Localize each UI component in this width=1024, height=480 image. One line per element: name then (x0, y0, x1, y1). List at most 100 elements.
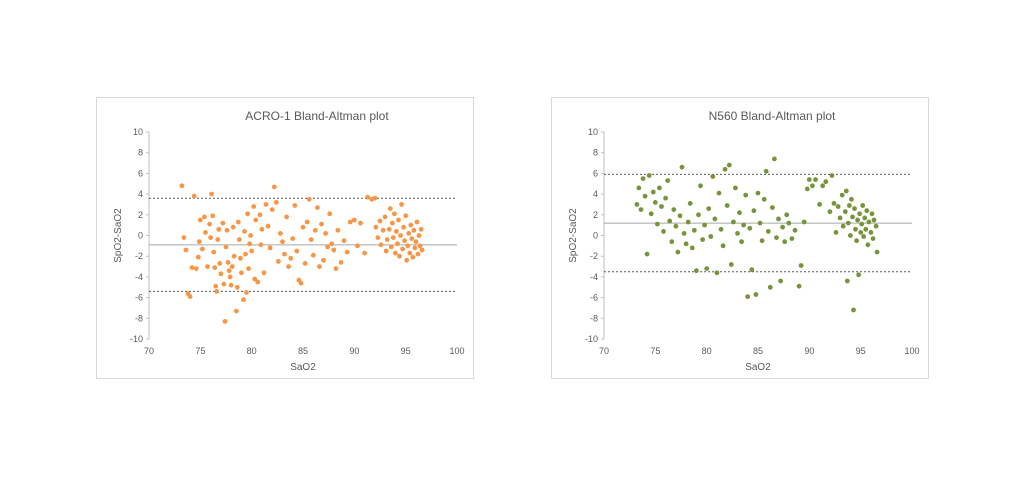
y-tick-label: -10 (130, 334, 143, 344)
data-point-n560 (700, 237, 705, 243)
data-point-acro1 (265, 223, 271, 229)
data-point-n560 (757, 220, 763, 226)
data-point-acro1 (416, 233, 422, 238)
data-point-acro1 (327, 211, 333, 217)
data-point-acro1 (209, 191, 214, 197)
data-point-acro1 (255, 279, 261, 285)
data-point-n560 (644, 251, 650, 257)
data-point-n560 (852, 206, 857, 211)
data-point-acro1 (365, 194, 371, 200)
data-point-n560 (801, 219, 807, 225)
x-tick-label: 70 (599, 346, 609, 356)
data-point-acro1 (317, 264, 322, 269)
y-tick-label: 2 (593, 210, 598, 220)
data-point-acro1 (302, 261, 308, 266)
data-point-acro1 (390, 235, 396, 241)
data-point-acro1 (323, 231, 328, 236)
data-point-n560 (737, 210, 742, 216)
data-point-n560 (657, 185, 662, 191)
data-point-acro1 (396, 217, 401, 223)
x-tick-label: 85 (298, 346, 308, 356)
data-point-n560 (868, 230, 874, 235)
data-point-acro1 (231, 253, 237, 259)
data-point-n560 (874, 249, 880, 255)
data-point-acro1 (383, 248, 389, 254)
data-point-n560 (857, 211, 862, 217)
data-point-n560 (813, 177, 818, 182)
data-point-n560 (739, 239, 744, 245)
data-point-n560 (789, 236, 795, 242)
data-point-acro1 (418, 226, 424, 232)
data-point-acro1 (228, 282, 234, 288)
data-point-acro1 (245, 211, 251, 217)
x-tick-label: 85 (753, 346, 763, 356)
data-point-n560 (831, 201, 837, 206)
data-point-acro1 (196, 239, 202, 245)
data-point-acro1 (217, 261, 223, 266)
y-tick-label: 8 (593, 148, 598, 158)
data-point-acro1 (333, 266, 339, 271)
data-point-n560 (842, 209, 848, 215)
data-point-n560 (835, 204, 841, 209)
data-point-n560 (856, 272, 861, 278)
data-point-n560 (708, 234, 714, 239)
data-point-n560 (687, 201, 693, 206)
data-point-acro1 (243, 251, 248, 257)
data-point-acro1 (235, 219, 241, 225)
data-point-acro1 (321, 257, 326, 263)
x-tick-label: 90 (349, 346, 359, 356)
data-point-acro1 (292, 203, 298, 208)
data-point-acro1 (203, 230, 208, 235)
data-point-n560 (860, 203, 866, 208)
data-point-n560 (726, 162, 732, 168)
data-point-acro1 (271, 184, 277, 190)
data-point-acro1 (269, 207, 275, 212)
data-point-acro1 (294, 248, 300, 254)
y-tick-label: -8 (590, 313, 598, 323)
data-point-n560 (873, 223, 879, 229)
y-tick-label: -2 (135, 251, 143, 261)
data-point-acro1 (253, 217, 259, 223)
data-point-n560 (638, 207, 644, 212)
data-point-acro1 (251, 204, 257, 209)
data-point-acro1 (308, 237, 314, 243)
data-point-n560 (718, 226, 724, 232)
data-point-acro1 (208, 235, 213, 241)
data-point-n560 (833, 230, 839, 235)
x-axis-label: SaO2 (745, 362, 771, 373)
data-point-acro1 (355, 243, 360, 249)
data-point-acro1 (267, 245, 273, 251)
x-tick-label: 95 (856, 346, 866, 356)
data-point-n560 (710, 174, 716, 179)
data-point-n560 (865, 242, 871, 248)
data-point-acro1 (347, 219, 353, 225)
data-point-n560 (679, 164, 685, 170)
data-point-acro1 (215, 237, 221, 243)
chart-svg-acro1: ACRO-1 Bland-Altman plot -10 -8 -6 -4 -2 0 2 4 6 8… (113, 109, 465, 373)
y-tick-label: -6 (135, 293, 143, 303)
data-point-acro1 (412, 245, 418, 251)
data-point-acro1 (394, 229, 399, 234)
data-point-n560 (741, 222, 746, 228)
data-point-n560 (743, 192, 749, 198)
data-point-acro1 (397, 253, 402, 259)
data-point-n560 (755, 190, 761, 196)
y-tick-label: -10 (585, 334, 598, 344)
data-point-acro1 (306, 196, 312, 202)
data-point-n560 (665, 178, 671, 183)
data-point-acro1 (315, 205, 320, 210)
data-point-n560 (837, 215, 843, 221)
data-point-acro1 (325, 244, 330, 250)
data-point-acro1 (248, 233, 254, 238)
data-point-n560 (854, 238, 859, 244)
data-point-n560 (648, 211, 654, 217)
data-point-acro1 (276, 259, 281, 264)
data-point-acro1 (335, 227, 341, 233)
data-point-acro1 (341, 238, 347, 244)
data-point-acro1 (223, 244, 229, 250)
data-point-n560 (829, 173, 835, 178)
data-point-n560 (667, 218, 673, 224)
data-point-acro1 (193, 266, 199, 271)
chart-title: ACRO-1 Bland-Altman plot (245, 109, 389, 123)
data-point-acro1 (377, 218, 383, 224)
